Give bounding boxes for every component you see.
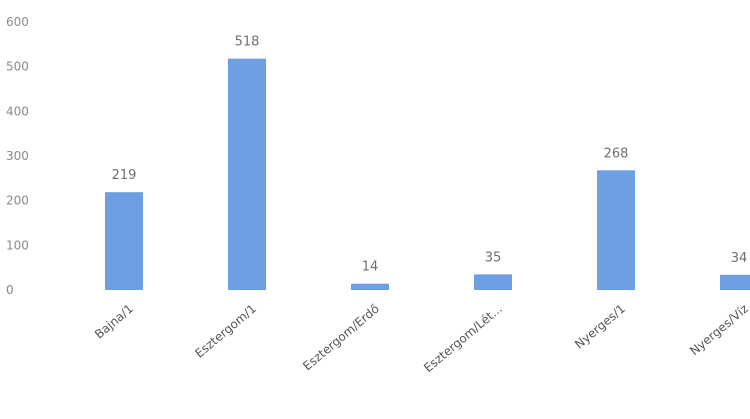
bar-value-label: 35 xyxy=(485,250,502,265)
bars xyxy=(105,59,750,290)
bar-value-label: 219 xyxy=(112,168,137,183)
bar xyxy=(351,284,389,290)
y-tick-label: 600 xyxy=(6,15,29,29)
x-category-label: Esztergom/Erdő xyxy=(300,302,382,374)
y-tick-label: 100 xyxy=(6,238,29,252)
x-category-label: Esztergom/Lét... xyxy=(421,302,505,375)
bar-value-label: 268 xyxy=(604,146,629,161)
x-category-label: Nyerges/Víz xyxy=(687,302,750,359)
bar xyxy=(228,59,266,290)
y-tick-label: 400 xyxy=(6,104,29,118)
x-category-label: Nyerges/1 xyxy=(572,302,628,352)
bar-value-label: 14 xyxy=(362,260,379,275)
y-tick-label: 0 xyxy=(6,283,14,297)
bar xyxy=(474,274,512,290)
y-axis-ticks: 0 100 200 300 400 500 600 xyxy=(6,15,29,297)
y-tick-label: 200 xyxy=(6,194,29,208)
y-tick-label: 500 xyxy=(6,60,29,74)
bar-value-label: 518 xyxy=(235,35,260,50)
bar xyxy=(720,275,750,290)
y-tick-label: 300 xyxy=(6,149,29,163)
x-category-label: Bajna/1 xyxy=(92,302,136,342)
x-category-label: Esztergom/1 xyxy=(192,302,259,361)
bar-value-label: 34 xyxy=(731,251,748,266)
bar xyxy=(597,170,635,290)
data-labels: 219 518 14 35 268 34 xyxy=(112,35,748,275)
x-axis-labels: Bajna/1 Esztergom/1 Esztergom/Erdő Esztergo… xyxy=(92,302,750,375)
bar xyxy=(105,192,143,290)
